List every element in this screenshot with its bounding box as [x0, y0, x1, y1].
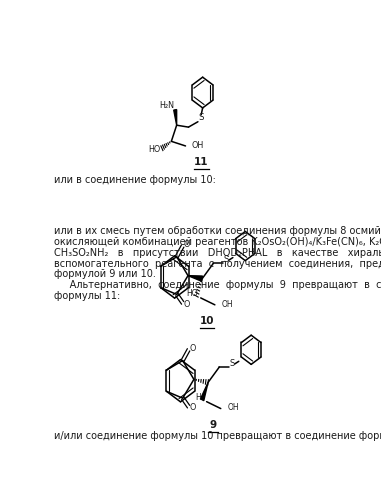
Text: HO: HO — [148, 145, 161, 154]
Text: O: O — [183, 241, 190, 250]
Text: HO: HO — [187, 289, 198, 298]
Text: OH: OH — [221, 299, 233, 308]
Polygon shape — [200, 382, 208, 401]
Text: O: O — [189, 344, 195, 353]
Text: S: S — [223, 255, 229, 264]
Text: H: H — [195, 393, 201, 402]
Text: или в соединение формулы 10:: или в соединение формулы 10: — [54, 175, 216, 185]
Text: или в их смесь путем обработки соединения формулы 8 осмий-содержащей: или в их смесь путем обработки соединени… — [54, 226, 381, 236]
Text: формулы 11:: формулы 11: — [54, 291, 120, 301]
Text: вспомогательного  реагента  с  получением  соединения,  представленного: вспомогательного реагента с получением с… — [54, 258, 381, 268]
Text: OH: OH — [227, 403, 239, 412]
Text: O: O — [189, 403, 195, 412]
Text: CH₃SO₂NH₂   в   присутствии   DHQD₂PHAL   в   качестве   хирального: CH₃SO₂NH₂ в присутствии DHQD₂PHAL в каче… — [54, 248, 381, 258]
Polygon shape — [174, 110, 177, 125]
Text: Альтернативно,  соединение  формулы  9  превращают  в  соединение: Альтернативно, соединение формулы 9 прев… — [54, 280, 381, 290]
Text: окисляющей комбинацией реагентов K₂OsO₂(OH)₄/K₃Fe(CN)₆, K₂CO₃, NaHCO₃ и: окисляющей комбинацией реагентов K₂OsO₂(… — [54, 237, 381, 247]
Text: и/или соединение формулы 10 превращают в соединение формулы 12:: и/или соединение формулы 10 превращают в… — [54, 431, 381, 441]
Text: S: S — [229, 359, 234, 368]
Text: OH: OH — [191, 141, 204, 150]
Text: H₂N: H₂N — [159, 101, 174, 110]
Text: O: O — [183, 299, 190, 308]
Text: 11: 11 — [194, 157, 208, 167]
Text: формулой 9 или 10.: формулой 9 или 10. — [54, 269, 156, 279]
Text: S: S — [199, 113, 204, 122]
Polygon shape — [188, 275, 203, 281]
Text: 9: 9 — [210, 420, 216, 430]
Text: 10: 10 — [200, 316, 215, 326]
